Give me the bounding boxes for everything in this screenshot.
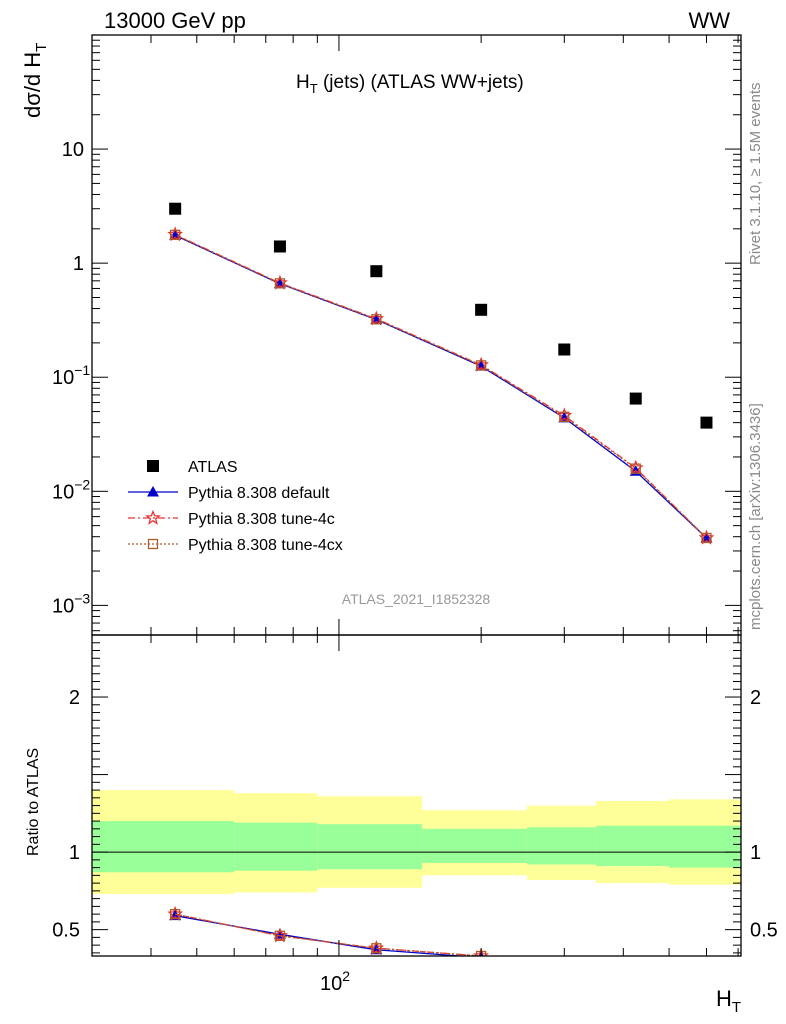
legend-marker: [145, 509, 161, 525]
ratio-band-inner: [669, 825, 741, 868]
ratio-point: [170, 908, 181, 920]
legend-marker: [147, 460, 159, 472]
analysis-id: ATLAS_2021_I1852328: [342, 591, 491, 607]
x-axis-label: HT: [716, 986, 741, 1016]
ratio-point: [700, 985, 712, 997]
ratio-band-inner: [317, 824, 423, 870]
ratio-point: [630, 966, 642, 977]
data-point: [558, 343, 571, 356]
plot-title-sub: T: [310, 81, 318, 96]
ratio-band-inner: [92, 821, 235, 873]
svg-text:dσ/d HT: dσ/d HT: [20, 43, 50, 118]
y-tick-labels: 10 1 10−1 10−2 10−3 2 2 1 1 0.5 0.5: [52, 139, 778, 942]
ratio-band-inner: [526, 827, 596, 865]
top-markers: [167, 202, 715, 545]
rivet-version-label: Rivet 3.1.10, ≥ 1.5M events: [747, 83, 764, 266]
ratio-point: [630, 963, 642, 975]
x-axis-label-sub: T: [732, 999, 741, 1016]
y-tick-label: 1: [73, 253, 84, 275]
ratio-point: [560, 962, 569, 971]
header-process: WW: [688, 8, 730, 33]
x-tick-label-exp: 2: [342, 968, 350, 984]
ratio-point: [702, 987, 711, 996]
ratio-tick-label-right: 2: [750, 687, 761, 709]
x-tick-label-100: 102: [320, 968, 350, 995]
ratio-lines: [167, 905, 712, 997]
x-tick-label-base: 10: [320, 973, 342, 995]
legend-label: Pythia 8.308 tune-4cx: [188, 537, 343, 554]
data-point: [700, 416, 713, 429]
ratio-band-inner: [422, 828, 527, 863]
legend-label: ATLAS: [188, 459, 238, 476]
ratio-band-inner: [595, 825, 670, 867]
mcplots-label: mcplots.cern.ch [arXiv:1306.3436]: [747, 403, 764, 630]
mc-point: [559, 411, 570, 422]
ratio-point: [274, 930, 286, 941]
data-point: [475, 303, 488, 316]
ratio-tick-label-left: 0.5: [52, 920, 80, 942]
ratio-tick-label-left: 1: [69, 842, 80, 864]
y-axis-label-sub: T: [33, 43, 50, 52]
legend-marker: [147, 486, 159, 497]
y-tick-label: 10−1: [52, 362, 90, 389]
y-axis-label-main: dσ/d H: [20, 52, 45, 118]
mc-point: [274, 278, 286, 289]
y-tick-label: 10−3: [52, 590, 90, 617]
ratio-band-inner: [234, 822, 318, 871]
header-energy: 13000 GeV pp: [104, 8, 246, 33]
mc-point: [475, 360, 487, 371]
data-point: [169, 202, 182, 215]
y-axis-label-top: dσ/d HT: [20, 43, 50, 118]
mc-point: [371, 314, 382, 325]
mc-point: [701, 532, 712, 544]
ratio-frame: [91, 634, 742, 957]
data-point: [370, 265, 383, 278]
plot-title: HT (jets) (ATLAS WW+jets): [296, 72, 524, 96]
ratio-tick-label-left: 2: [69, 687, 80, 709]
data-point: [629, 392, 642, 405]
ratio-line: [175, 913, 487, 956]
y-tick-label: 10−2: [52, 476, 90, 503]
legend: ATLAS Pythia 8.308 default Pythia 8.308 tu…: [128, 459, 343, 554]
ratio-point: [558, 962, 570, 973]
ratio-bands: [92, 790, 741, 894]
plot-title-rest: (jets) (ATLAS WW+jets): [318, 72, 524, 93]
ratio-tick-label-right: 1: [750, 842, 761, 864]
y-tick-label: 10: [62, 139, 84, 161]
ratio-tick-label-right: 0.5: [750, 920, 778, 942]
legend-label: Pythia 8.308 default: [188, 485, 330, 502]
ratio-line: [175, 913, 487, 956]
data-point: [273, 240, 286, 253]
x-axis-label-main: H: [716, 986, 732, 1011]
ratio-point: [558, 960, 570, 972]
ratio-point: [700, 986, 712, 997]
legend-label: Pythia 8.308 tune-4c: [188, 511, 335, 528]
plot-title-main: H: [296, 72, 310, 93]
ratio-point: [631, 965, 640, 974]
legend-marker: [147, 538, 159, 550]
ratio-line: [175, 915, 469, 956]
mc-point: [170, 229, 181, 241]
ratio-point: [371, 943, 382, 954]
y-axis-label-ratio: Ratio to ATLAS: [25, 748, 42, 856]
mc-point: [630, 463, 641, 474]
